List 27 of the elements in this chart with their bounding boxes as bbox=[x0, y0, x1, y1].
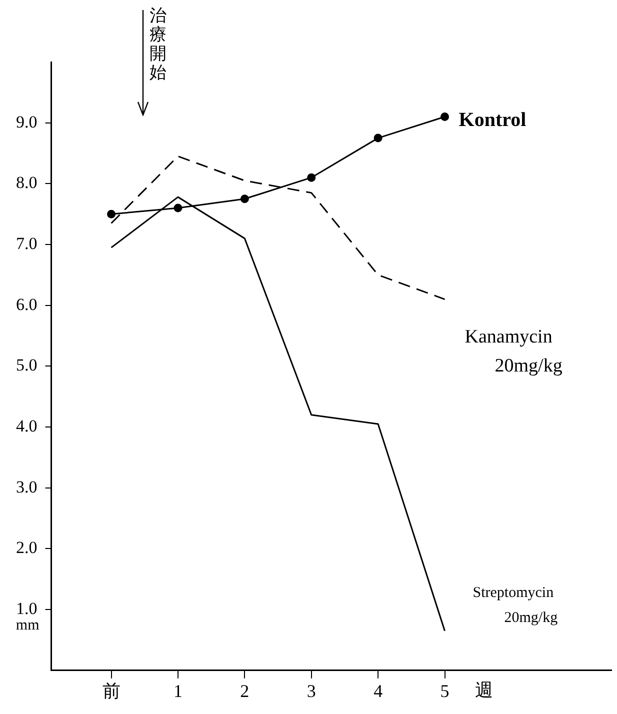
annotation: 治療開始 bbox=[149, 6, 166, 83]
series-label: Kanamycin 20mg/kg bbox=[464, 326, 563, 376]
x-tick-label: 4 bbox=[374, 680, 383, 701]
x-tick-label: 5 bbox=[440, 680, 450, 701]
y-tick-label: 3.0 bbox=[16, 477, 38, 496]
point bbox=[240, 194, 249, 204]
y-tick-label: 8.0 bbox=[16, 173, 38, 192]
point bbox=[440, 112, 450, 122]
point bbox=[107, 210, 116, 218]
y-tick-label: 7.0 bbox=[16, 234, 38, 253]
y-tick-label: 2.0 bbox=[16, 538, 38, 558]
y-tick-label: 5.0 bbox=[16, 356, 38, 375]
x-tick-label: 3 bbox=[306, 680, 316, 701]
point bbox=[174, 204, 182, 212]
point bbox=[374, 134, 382, 142]
y-tick-label: 9.0 bbox=[16, 112, 38, 132]
x-tick-label: 前 bbox=[102, 680, 120, 701]
series-label: Streptomycin 20mg/kg bbox=[472, 584, 558, 626]
series-label: Kontrol bbox=[458, 108, 527, 131]
y-tick-label: 6.0 bbox=[16, 294, 38, 314]
x-tick-label: 2 bbox=[240, 680, 250, 701]
y-tick-label: 4.0 bbox=[16, 416, 38, 436]
y-tick-label: 1.0 bbox=[16, 599, 38, 618]
point bbox=[307, 173, 316, 182]
x-axis-title: 週 bbox=[474, 680, 493, 700]
y-axis-title: mm bbox=[16, 617, 40, 634]
x-tick-label: 1 bbox=[173, 680, 182, 701]
